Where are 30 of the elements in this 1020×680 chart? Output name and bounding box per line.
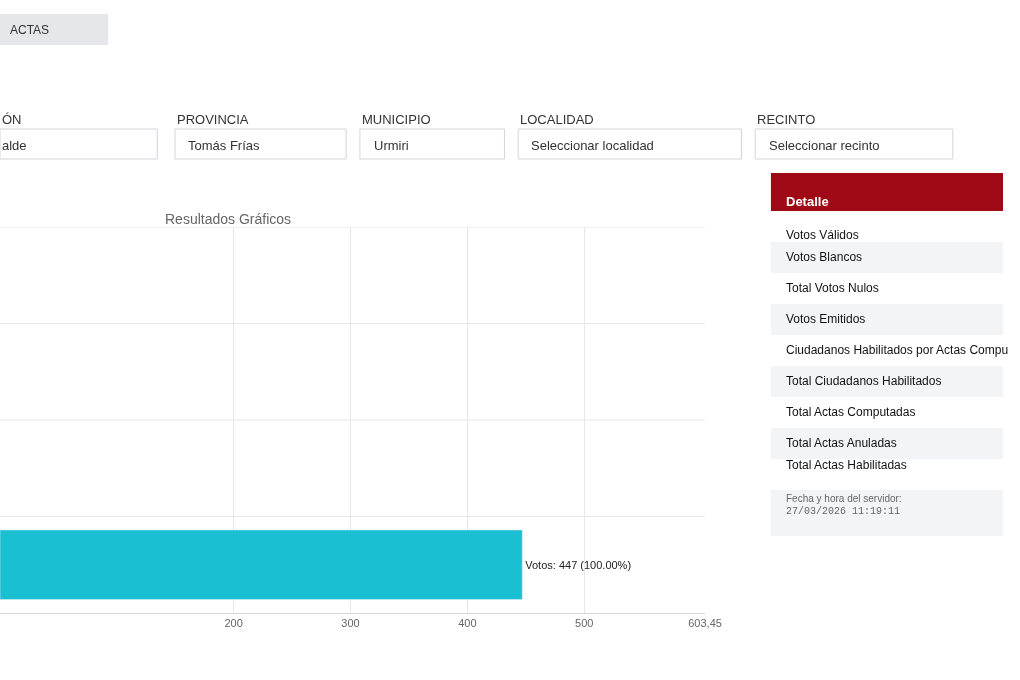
text: Votos Emitidos	[786, 312, 866, 326]
text: Fecha y hora del servidor:	[786, 493, 902, 504]
text: alde	[2, 138, 27, 153]
text: Total Votos Nulos	[786, 281, 879, 295]
data-label: Votos: 447 (100.00%)	[525, 558, 632, 571]
text: MUNICIPIO	[362, 112, 431, 127]
text: Ciudadanos Habilitados por Actas Compu	[786, 343, 1009, 357]
chart-title: Resultados Gráficos	[165, 211, 292, 227]
text: Tomás Frías	[188, 138, 261, 153]
x-tick-label: 603,45	[688, 617, 722, 630]
x-tick-label: 200	[224, 617, 243, 630]
x-tick-label: 400	[458, 617, 477, 630]
text: Votos Válidos	[786, 228, 859, 242]
text: Urmiri	[374, 138, 409, 153]
text: PROVINCIA	[177, 112, 249, 127]
text: Total Actas Anuladas	[786, 436, 897, 450]
text: ÓN	[2, 112, 22, 127]
text: Total Actas Computadas	[786, 405, 916, 419]
text: 27/03/2026 11:19:11	[786, 506, 901, 517]
text: Seleccionar localidad	[531, 138, 654, 153]
text: Total Ciudadanos Habilitados	[786, 374, 942, 388]
text: Total Actas Habilitadas	[786, 458, 907, 472]
x-tick-label: 300	[341, 617, 360, 630]
text: RECINTO	[757, 112, 816, 127]
text: Seleccionar recinto	[769, 138, 880, 153]
text: Votos Blancos	[786, 250, 863, 264]
text: Detalle	[786, 194, 829, 209]
text: ACTAS	[10, 23, 50, 37]
x-tick-label: 500	[575, 617, 594, 630]
text: LOCALIDAD	[520, 112, 594, 127]
